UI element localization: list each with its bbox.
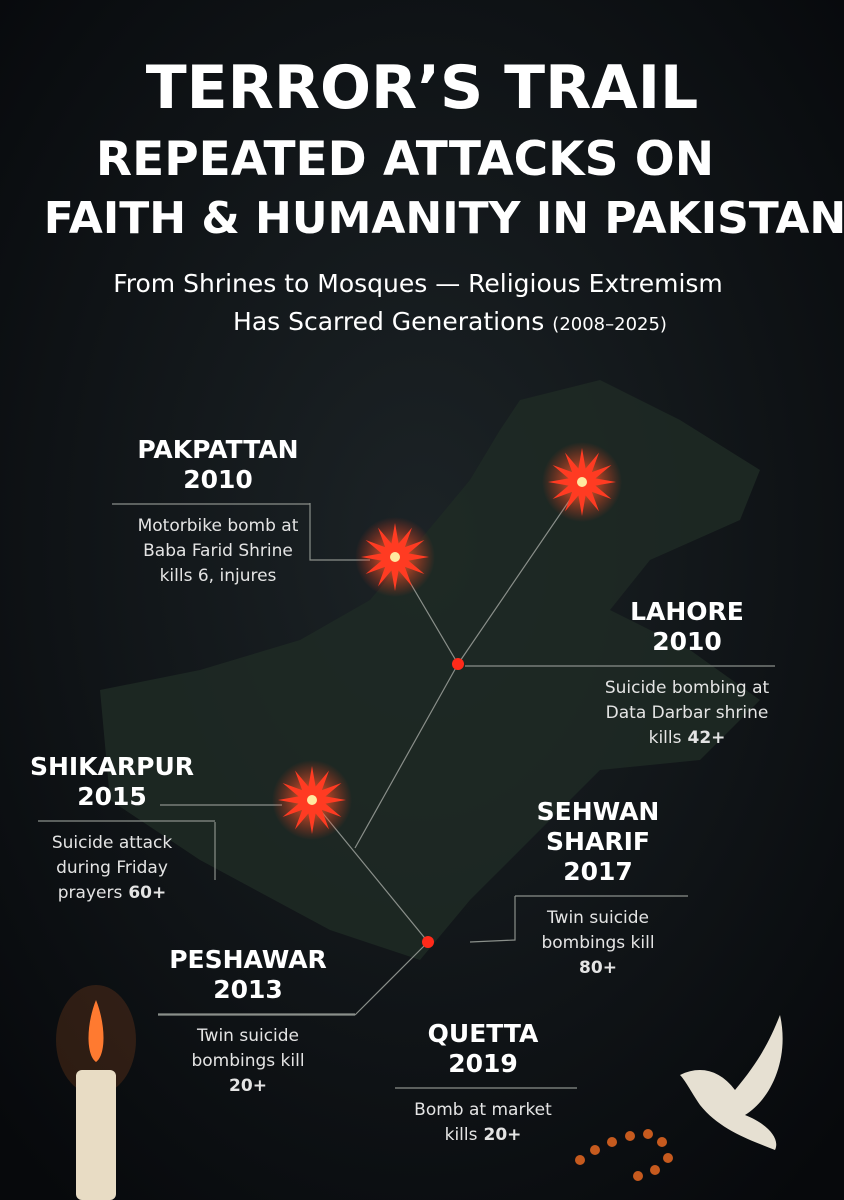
- prayer-beads: [575, 1129, 673, 1181]
- description-text: bombings kill: [541, 933, 654, 953]
- description-text: Twin suicide: [196, 1026, 299, 1046]
- event-place: SEHWAN: [537, 797, 660, 826]
- casualty-figure: 42+: [687, 728, 725, 748]
- event-description: 20+: [229, 1076, 267, 1096]
- event-description: Twin suicide: [546, 908, 649, 928]
- candle: [56, 985, 136, 1200]
- event-place: PESHAWAR: [169, 945, 327, 974]
- event-place: LAHORE: [630, 597, 744, 626]
- event-year: 2010: [183, 465, 253, 494]
- event-description: Motorbike bomb at: [138, 516, 299, 536]
- event-place: QUETTA: [428, 1019, 539, 1048]
- event-place: SHIKARPUR: [30, 752, 194, 781]
- subtitle: From Shrines to Mosques — Religious Extr…: [113, 269, 723, 298]
- dot: [452, 658, 464, 670]
- event-year: 2015: [77, 782, 147, 811]
- event-description: prayers 60+: [58, 883, 166, 903]
- dove: [680, 1015, 783, 1150]
- event-description: Baba Farid Shrine: [143, 541, 293, 561]
- blast-markers: [272, 442, 622, 948]
- description-text: Data Darbar shrine: [606, 703, 769, 723]
- event-description: kills 20+: [445, 1125, 522, 1145]
- description-text: Suicide bombing at: [605, 678, 770, 698]
- casualty-figure: 60+: [128, 883, 166, 903]
- description-text: Baba Farid Shrine: [143, 541, 293, 561]
- description-text: kills: [445, 1125, 478, 1145]
- description-text: prayers: [58, 883, 123, 903]
- title-line: TERROR’S TRAIL: [146, 53, 699, 123]
- title-line: REPEATED ATTACKS ON: [96, 132, 714, 187]
- event-description: Suicide attack: [52, 833, 173, 853]
- description-text: kills: [649, 728, 682, 748]
- star-core: [307, 795, 317, 805]
- star-core: [390, 552, 400, 562]
- dot: [422, 936, 434, 948]
- event-description: Data Darbar shrine: [606, 703, 769, 723]
- event-description: bombings kill: [541, 933, 654, 953]
- description-text: Suicide attack: [52, 833, 173, 853]
- description-text: Bomb at market: [414, 1100, 552, 1120]
- map-silhouette: [100, 380, 760, 960]
- event-description: Twin suicide: [196, 1026, 299, 1046]
- event-description: kills 6, injures: [160, 566, 277, 586]
- event-description: 80+: [579, 958, 617, 978]
- event-description: during Friday: [56, 858, 168, 878]
- star-core: [577, 477, 587, 487]
- event-place: SHARIF: [546, 827, 650, 856]
- description-text: during Friday: [56, 858, 168, 878]
- casualty-figure: 80+: [579, 958, 617, 978]
- route-lines: [158, 481, 583, 1016]
- event-description: kills 42+: [649, 728, 726, 748]
- event-place: PAKPATTAN: [137, 435, 298, 464]
- subtitle: Has Scarred Generations (2008–2025): [233, 307, 667, 336]
- title-line: FAITH & HUMANITY IN PAKISTAN: [44, 193, 844, 244]
- description-text: bombings kill: [191, 1051, 304, 1071]
- event-year: 2017: [563, 857, 633, 886]
- event-description: Bomb at market: [414, 1100, 552, 1120]
- event-year: 2019: [448, 1049, 518, 1078]
- casualty-figure: 20+: [483, 1125, 521, 1145]
- description-text: kills 6, injures: [160, 566, 277, 586]
- event-description: Suicide bombing at: [605, 678, 770, 698]
- event-description: bombings kill: [191, 1051, 304, 1071]
- event-year: 2010: [652, 627, 722, 656]
- event-year: 2013: [213, 975, 283, 1004]
- description-text: Twin suicide: [546, 908, 649, 928]
- casualty-figure: 20+: [229, 1076, 267, 1096]
- description-text: Motorbike bomb at: [138, 516, 299, 536]
